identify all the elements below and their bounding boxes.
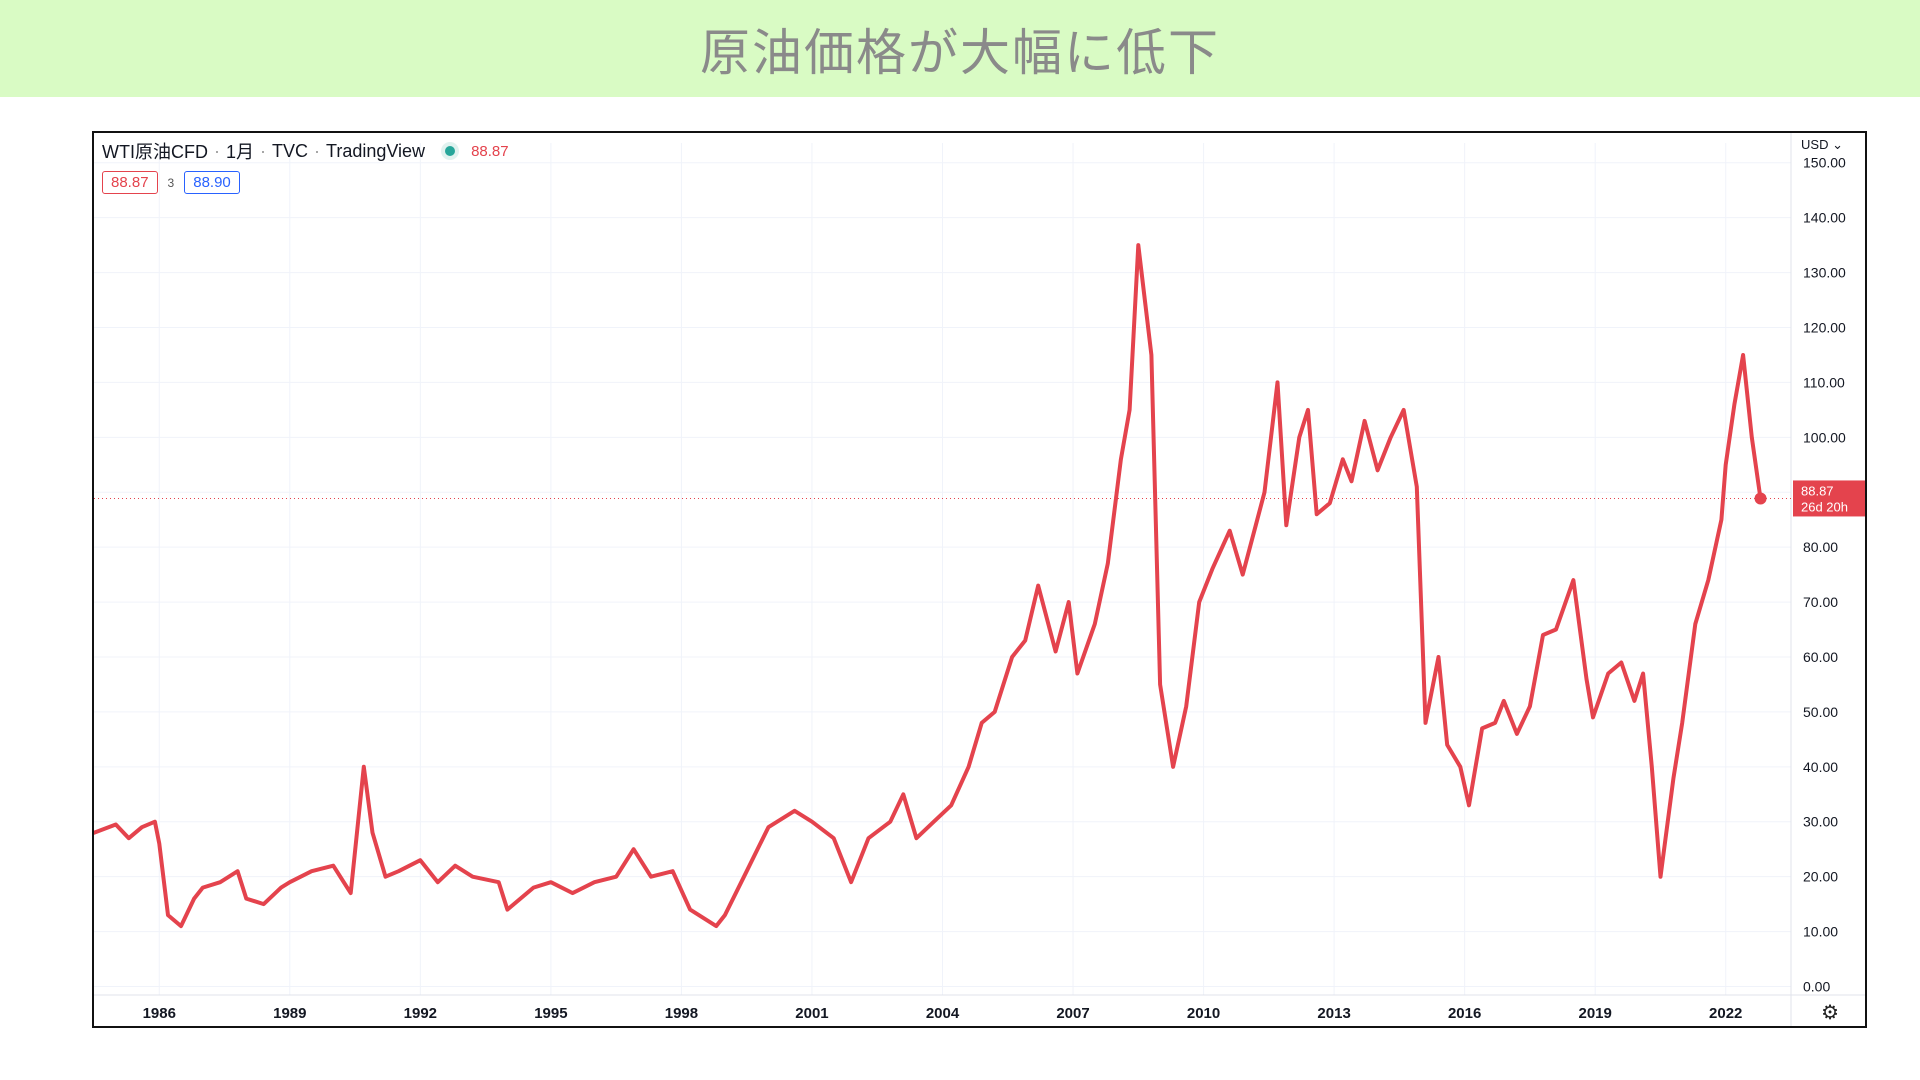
price-series-line	[94, 243, 1763, 929]
legend-separator: ·	[314, 140, 320, 161]
y-tick-label: 140.00	[1803, 210, 1846, 226]
x-tick-label: 2001	[795, 1005, 828, 1022]
price-tag-value: 88.87	[1801, 483, 1834, 498]
chevron-down-icon: ⌄	[1832, 137, 1843, 152]
x-tick-label: 2022	[1709, 1005, 1742, 1022]
y-tick-label: 70.00	[1803, 594, 1838, 610]
buy-price-button[interactable]: 88.90	[184, 171, 240, 194]
price-tag	[1793, 480, 1865, 517]
x-tick-label: 1989	[273, 1005, 306, 1022]
spread-value: 3	[167, 175, 175, 190]
chart-panel[interactable]: WTI原油CFD · 1月 · TVC · TradingView 88.87 …	[92, 131, 1867, 1028]
x-tick-label: 1995	[534, 1005, 567, 1022]
gear-icon[interactable]: ⚙	[1821, 1000, 1839, 1024]
y-tick-label: 80.00	[1803, 539, 1838, 555]
x-tick-label: 2004	[926, 1005, 960, 1022]
legend-exchange: TVC	[272, 140, 308, 161]
x-tick-label: 1992	[404, 1005, 437, 1022]
legend-separator: ·	[213, 140, 220, 161]
currency-selector[interactable]: USD ⌄	[1801, 137, 1843, 153]
y-tick-label: 120.00	[1803, 319, 1846, 335]
legend-provider: TradingView	[326, 140, 426, 161]
y-tick-label: 50.00	[1803, 704, 1838, 720]
last-price-marker	[1754, 492, 1767, 505]
legend-separator: ·	[260, 140, 266, 161]
y-tick-label: 130.00	[1803, 265, 1846, 281]
y-tick-label: 110.00	[1803, 374, 1845, 390]
y-tick-label: 0.00	[1803, 979, 1830, 995]
legend-interval[interactable]: 1月	[225, 142, 254, 162]
legend-last-price: 88.87	[471, 142, 509, 160]
price-tag-countdown: 26d 20h	[1801, 499, 1848, 514]
price-chart[interactable]: 0.00 10.00 20.00 30.00 40.00 50.00 60.00 70.00 8…	[94, 133, 1865, 1026]
y-tick-label: 20.00	[1803, 869, 1838, 885]
y-tick-label: 60.00	[1803, 649, 1838, 665]
page-title: 原油価格が大幅に低下	[700, 23, 1220, 82]
x-tick-label: 2016	[1448, 1005, 1481, 1022]
legend-symbol[interactable]: WTI原油CFD	[102, 142, 208, 162]
x-tick-label: 2013	[1317, 1005, 1350, 1022]
x-tick-label: 2007	[1056, 1005, 1089, 1022]
chart-legend: WTI原油CFD · 1月 · TVC · TradingView 88.87 …	[102, 139, 515, 194]
x-tick-label: 1998	[665, 1005, 698, 1022]
title-banner: 原油価格が大幅に低下	[0, 0, 1920, 97]
x-tick-label: 2010	[1187, 1005, 1220, 1022]
y-tick-label: 150.00	[1803, 155, 1846, 171]
x-tick-label: 2019	[1579, 1005, 1612, 1022]
sell-price-button[interactable]: 88.87	[102, 171, 158, 194]
currency-label: USD	[1801, 137, 1829, 152]
x-tick-label: 1986	[143, 1005, 176, 1022]
y-tick-label: 30.00	[1803, 814, 1838, 830]
y-tick-label: 100.00	[1803, 429, 1846, 445]
y-tick-label: 40.00	[1803, 759, 1838, 775]
market-open-indicator-icon	[445, 146, 456, 156]
y-tick-label: 10.00	[1803, 924, 1838, 940]
